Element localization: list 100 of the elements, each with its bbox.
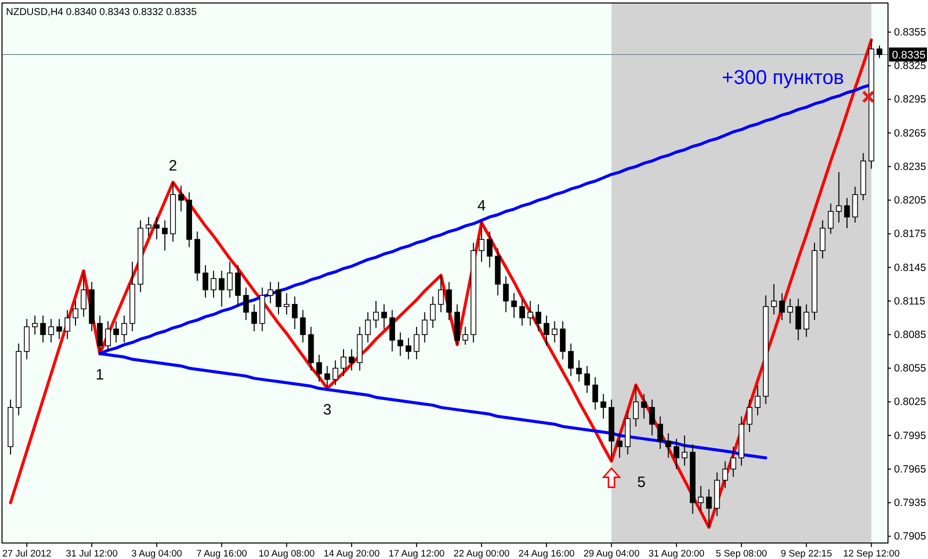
candlestick bbox=[373, 300, 379, 328]
candlestick bbox=[202, 264, 208, 298]
candlestick bbox=[332, 360, 338, 386]
ref-line-label: 0.8335 bbox=[892, 50, 926, 62]
y-tick-label: 0.8295 bbox=[894, 94, 926, 106]
candlestick bbox=[40, 315, 46, 343]
candlestick bbox=[251, 304, 257, 332]
candlestick bbox=[113, 320, 119, 343]
candlestick bbox=[649, 399, 655, 436]
candlestick bbox=[292, 296, 298, 330]
candlestick bbox=[340, 348, 346, 377]
x-tick-label: 31 Aug 20:00 bbox=[648, 548, 704, 559]
candlestick bbox=[422, 312, 428, 343]
x-tick-label: 12 Sep 12:00 bbox=[843, 548, 900, 559]
candlestick bbox=[633, 384, 639, 427]
candlestick bbox=[486, 231, 492, 268]
candlestick bbox=[300, 309, 306, 343]
x-tick-label: 14 Aug 20:00 bbox=[324, 548, 380, 559]
candlestick bbox=[365, 312, 371, 343]
candlestick bbox=[462, 326, 468, 346]
y-tick-label: 0.8205 bbox=[894, 194, 926, 207]
candlestick bbox=[276, 281, 282, 315]
x-tick-label: 5 Sep 08:00 bbox=[716, 548, 768, 559]
candlestick bbox=[876, 45, 882, 58]
candlestick bbox=[324, 365, 330, 389]
candlestick bbox=[754, 384, 760, 416]
y-tick-label: 0.8085 bbox=[894, 328, 926, 341]
candlestick bbox=[674, 438, 680, 470]
annotation: 3 bbox=[323, 401, 332, 418]
candlestick bbox=[389, 309, 396, 352]
candlestick bbox=[210, 270, 216, 298]
candlestick bbox=[446, 281, 452, 321]
candlestick bbox=[154, 216, 160, 240]
y-tick-label: 0.8265 bbox=[894, 127, 926, 140]
x-tick-label: 7 Aug 16:00 bbox=[196, 548, 248, 559]
y-tick-label: 0.8055 bbox=[894, 362, 926, 375]
candlestick bbox=[560, 320, 566, 360]
candlestick bbox=[503, 276, 509, 313]
candlestick bbox=[698, 485, 704, 512]
candlestick bbox=[746, 399, 752, 433]
candlestick bbox=[56, 318, 62, 340]
candlestick bbox=[430, 296, 436, 328]
annotation: 1 bbox=[96, 366, 104, 384]
candlestick bbox=[268, 281, 274, 304]
y-tick-label: 0.7965 bbox=[894, 463, 926, 476]
candlestick bbox=[682, 434, 688, 466]
x-tick-label: 3 Aug 04:00 bbox=[131, 548, 182, 559]
candlestick bbox=[48, 318, 54, 343]
y-tick-label: 0.8325 bbox=[894, 60, 926, 72]
x-tick-label: 27 Jul 2012 bbox=[2, 548, 52, 559]
y-tick-label: 0.8145 bbox=[894, 262, 926, 274]
candlestick bbox=[32, 315, 38, 336]
candlestick bbox=[406, 337, 412, 360]
candlestick bbox=[519, 298, 525, 326]
candlestick bbox=[235, 264, 241, 308]
x-tick-label: 29 Aug 04:00 bbox=[583, 548, 640, 559]
candlestick bbox=[787, 298, 793, 324]
candlestick bbox=[243, 287, 249, 321]
candlestick bbox=[584, 365, 590, 394]
candlestick bbox=[348, 348, 354, 371]
candlestick bbox=[218, 270, 225, 308]
candlestick bbox=[226, 261, 233, 298]
candlestick bbox=[316, 354, 322, 382]
candlestick bbox=[828, 203, 834, 234]
candlestick bbox=[852, 186, 858, 224]
candlestick bbox=[544, 315, 550, 346]
candlestick bbox=[162, 220, 168, 252]
annotation: 2 bbox=[168, 157, 178, 174]
annotation: +300 пунктов bbox=[722, 67, 844, 89]
x-tick-label: 31 Jul 12:00 bbox=[66, 548, 118, 559]
candlestick bbox=[511, 292, 517, 318]
candlestick bbox=[730, 446, 736, 478]
candlestick bbox=[398, 332, 404, 356]
annotation: 4 bbox=[477, 198, 486, 215]
candlestick bbox=[381, 304, 387, 330]
y-tick-label: 0.8025 bbox=[894, 396, 926, 408]
x-tick-label: 17 Aug 12:00 bbox=[388, 548, 445, 559]
candlestick bbox=[80, 270, 86, 318]
annotation: 5 bbox=[637, 474, 646, 492]
candlestick bbox=[64, 309, 70, 340]
candlestick bbox=[576, 360, 582, 382]
x-tick-label: 9 Sep 22:15 bbox=[780, 548, 832, 559]
candlestick bbox=[820, 220, 826, 259]
y-tick-label: 0.8115 bbox=[894, 295, 926, 308]
y-tick-label: 0.8175 bbox=[894, 228, 926, 240]
candlestick bbox=[97, 315, 103, 354]
candlestick bbox=[771, 284, 777, 315]
candlestick bbox=[284, 292, 290, 315]
x-tick-label: 10 Aug 08:00 bbox=[258, 548, 315, 559]
candlestick bbox=[178, 185, 184, 212]
candlestick bbox=[121, 315, 128, 343]
candlestick bbox=[779, 292, 785, 321]
y-tick-label: 0.8355 bbox=[894, 26, 926, 38]
candlestick bbox=[438, 274, 444, 313]
y-tick-label: 0.7935 bbox=[894, 497, 926, 510]
chart-title: NZDUSD,H4 0.8340 0.8343 0.8332 0.8335 bbox=[6, 7, 198, 18]
candlestick bbox=[722, 460, 728, 489]
candlestick bbox=[536, 304, 542, 332]
x-tick-label: 24 Aug 16:00 bbox=[518, 548, 575, 559]
candlestick bbox=[836, 172, 842, 224]
